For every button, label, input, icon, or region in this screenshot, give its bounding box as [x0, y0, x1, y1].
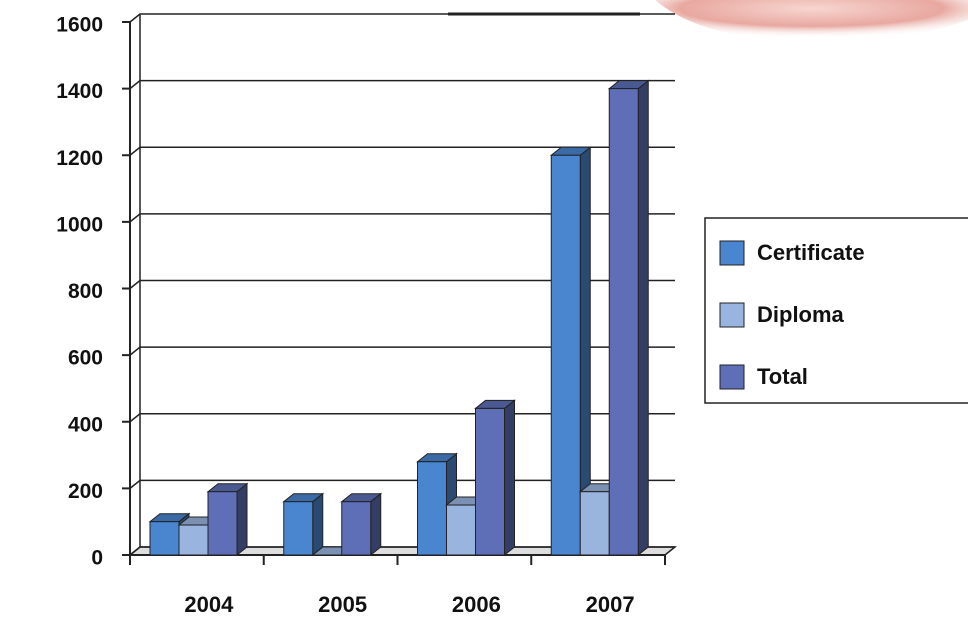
y-tick-label: 1200 — [56, 147, 103, 170]
legend-label: Total — [757, 364, 808, 389]
x-tick-label: 2005 — [318, 592, 367, 617]
bar-side — [370, 492, 382, 557]
bar-side — [312, 492, 324, 557]
bar — [340, 492, 383, 557]
grid-line — [129, 413, 675, 423]
bar — [282, 492, 325, 557]
bar-front — [579, 491, 610, 556]
y-tick-label: 800 — [68, 280, 103, 303]
y-tick-label: 1400 — [56, 80, 103, 103]
grid-line — [129, 79, 675, 90]
bar — [474, 399, 516, 557]
bar-front — [475, 407, 505, 556]
decoration — [655, 0, 968, 43]
y-tick-label: 400 — [68, 413, 103, 436]
bar-front — [550, 154, 581, 556]
bar-side — [236, 482, 248, 557]
bar-side — [637, 79, 649, 557]
legend-label: Certificate — [757, 240, 865, 265]
legend-label: Diploma — [757, 302, 845, 327]
y-tick-label: 600 — [68, 347, 103, 370]
x-tick-label: 2006 — [452, 592, 501, 617]
bar — [549, 146, 592, 557]
legend — [704, 217, 968, 404]
bar-front — [446, 504, 476, 556]
bar-front — [149, 521, 180, 556]
y-tick-label: 0 — [91, 547, 103, 570]
bar-front — [417, 461, 447, 556]
bar-front — [283, 501, 314, 556]
legend-swatch — [719, 240, 745, 266]
legend-swatch — [719, 302, 745, 328]
y-tick-label: 200 — [68, 480, 103, 503]
y-tick-label: 1000 — [56, 213, 103, 236]
grid-line — [129, 13, 675, 23]
bar-front — [207, 491, 238, 556]
bar — [206, 482, 249, 557]
grid-line — [129, 346, 675, 356]
bar-side — [504, 399, 515, 557]
y-tick-label: 1600 — [56, 14, 103, 37]
grid-line — [129, 213, 675, 223]
bar-front — [608, 88, 639, 556]
x-tick-label: 2004 — [184, 592, 234, 617]
grid-line — [129, 279, 675, 290]
x-tick-label: 2007 — [586, 592, 635, 617]
grid-line — [129, 146, 675, 156]
bar — [607, 79, 650, 557]
bar-front — [341, 501, 372, 556]
legend-swatch — [719, 364, 745, 390]
bar-front — [178, 524, 209, 556]
